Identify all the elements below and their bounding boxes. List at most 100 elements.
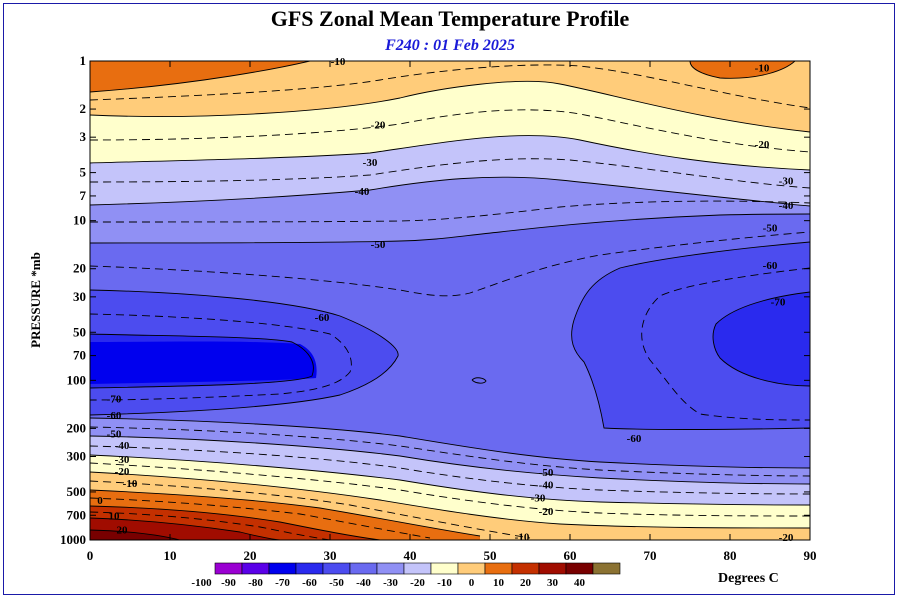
contour-label: -60: [107, 410, 122, 422]
colorbar-swatch: [214, 562, 243, 575]
colorbar-swatch: [241, 562, 270, 575]
colorbar-level-label: 40: [574, 577, 586, 589]
chart-subtitle: F240 : 01 Feb 2025: [385, 37, 515, 54]
y-tick-label: 10: [73, 213, 86, 228]
colorbar-level-label: -90: [221, 577, 236, 589]
y-tick-label: 1: [80, 53, 87, 68]
x-tick-label: 70: [644, 548, 657, 563]
colorbar-swatch: [592, 562, 621, 575]
colorbar-level-label: 0: [469, 577, 475, 589]
contour-label: -60: [763, 260, 778, 272]
colorbar-swatch: [511, 562, 540, 575]
contour-line: [90, 426, 810, 477]
x-tick-label: 30: [324, 548, 337, 563]
colorbar-swatch: [376, 562, 405, 575]
contour-line: [90, 505, 381, 540]
band-fill: [90, 341, 317, 384]
colorbar-level-label: -40: [356, 577, 371, 589]
contour-label: -20: [539, 506, 554, 518]
band-fill: [690, 61, 795, 79]
contour-label: -50: [107, 428, 122, 440]
y-tick-label: 7: [80, 188, 87, 203]
contour-line: [90, 517, 281, 540]
contour-label: -50: [371, 239, 386, 251]
contour-label: -50: [763, 222, 778, 234]
colorbar-swatch: [538, 562, 567, 575]
contour-line: [689, 61, 796, 79]
x-axis: 0 10 20 30 40 50 60 70 80 90: [87, 61, 817, 563]
colorbar-level-label: -20: [410, 577, 425, 589]
contour-label: -20: [779, 532, 794, 544]
contour-label: -60: [627, 433, 642, 445]
colorbar-swatch: [430, 562, 459, 575]
contour-line-layer: [90, 61, 810, 540]
contour-line: [90, 80, 810, 133]
x-tick-label: 10: [164, 548, 177, 563]
y-tick-label: 500: [67, 484, 87, 499]
contour-label: 10: [109, 510, 121, 522]
y-tick-label: 3: [80, 129, 87, 144]
contour-label: -30: [531, 492, 546, 504]
contour-line: [90, 109, 810, 153]
x-tick-label: 80: [724, 548, 737, 563]
contour-line: [571, 241, 810, 430]
chart-title: GFS Zonal Mean Temperature Profile: [270, 6, 630, 31]
contour-line: [90, 417, 810, 469]
colorbar: -100 -90 -80 -70 -60 -50 -40 -30 -20 -10 0 10 20 30 40: [191, 562, 621, 589]
y-tick-label: 70: [73, 348, 86, 363]
y-tick-label: 2: [80, 101, 87, 116]
colorbar-level-label: -80: [248, 577, 263, 589]
contour-line: [90, 435, 810, 485]
contour-label: -40: [115, 440, 130, 452]
contour-line: [90, 462, 810, 517]
colorbar-level-label: -10: [437, 577, 452, 589]
y-tick-label: 700: [67, 507, 87, 522]
contour-label: -30: [363, 157, 378, 169]
contour-line: [90, 213, 810, 244]
contour-label: -40: [355, 186, 370, 198]
contour-line: [471, 377, 487, 384]
contour-labels: -10-10-20-20-30-30-40-40-50-50-60-60-60-…: [97, 56, 794, 544]
colorbar-level-label: -70: [275, 577, 290, 589]
contour-line: [641, 267, 810, 421]
band-fill: [571, 242, 810, 430]
contour-line: [712, 291, 810, 387]
colorbar-swatch: [295, 562, 324, 575]
contour-line: [90, 64, 810, 109]
contour-line: [90, 200, 810, 223]
contour-label: 20: [117, 525, 129, 537]
contour-line: [90, 454, 810, 506]
contour-label: -40: [539, 480, 554, 492]
contour-label: -70: [771, 296, 786, 308]
colorbar-level-label: 20: [520, 577, 532, 589]
y-tick-label: 300: [67, 449, 87, 464]
y-tick-label: 30: [73, 289, 86, 304]
contour-label: -20: [755, 139, 770, 151]
colorbar-level-label: -100: [191, 577, 212, 589]
colorbar-level-label: -60: [302, 577, 317, 589]
contour-label: -10: [515, 531, 530, 543]
x-tick-label: 60: [564, 548, 577, 563]
colorbar-swatch: [349, 562, 378, 575]
contour-line: [90, 231, 810, 297]
x-tick-label: 20: [244, 548, 257, 563]
colorbar-swatch: [484, 562, 513, 575]
contour-label: -50: [539, 467, 554, 479]
contour-line: [90, 445, 810, 495]
contour-line: [90, 489, 481, 537]
contour-label: -20: [371, 120, 386, 132]
band-fill: [713, 292, 810, 386]
contour-label: -60: [315, 312, 330, 324]
y-tick-label: 100: [67, 372, 87, 387]
contour-label: 0: [97, 495, 103, 507]
contour-label: -30: [115, 454, 130, 466]
colorbar-level-label: -50: [329, 577, 344, 589]
contour-line: [90, 158, 810, 189]
colorbar-level-label: -30: [383, 577, 398, 589]
colorbar-swatch: [457, 562, 486, 575]
contour-line: [90, 135, 810, 171]
band-fill: [90, 530, 180, 540]
y-tick-label: 20: [73, 261, 86, 276]
contour-label: -10: [755, 63, 770, 75]
contour-line: [90, 289, 399, 416]
